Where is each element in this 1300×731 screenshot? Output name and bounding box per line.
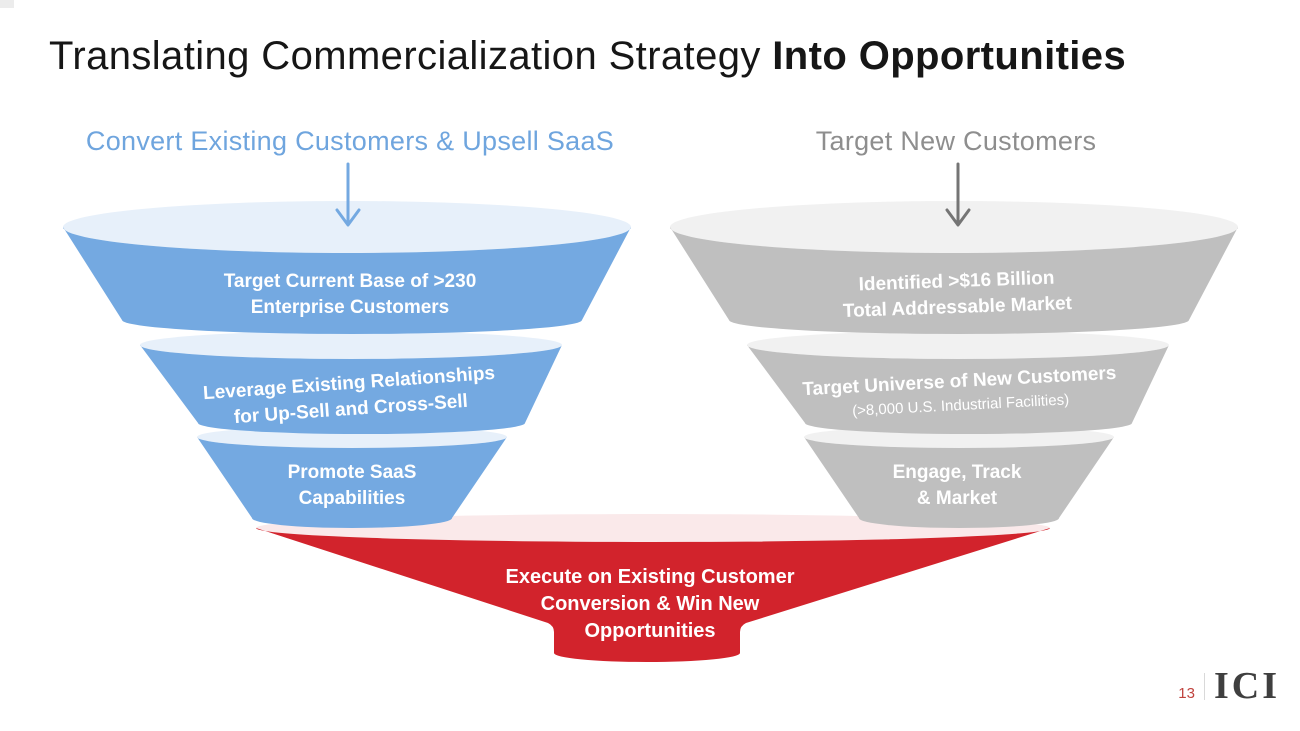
right-funnel-tier1-shape [670, 227, 1238, 334]
tier-label-line: Execute on Existing Customer [505, 566, 795, 588]
slide-title-regular: Translating Commercialization Strategy [49, 34, 773, 78]
company-logo: ICI [1213, 665, 1280, 707]
tier-label-line: Capabilities [298, 488, 406, 509]
left-down-arrow-icon [335, 162, 361, 227]
right-funnel-tier3-shape [804, 437, 1114, 528]
slide-title-bold: Into Opportunities [772, 34, 1127, 78]
left-funnel-tier3-label: Promote SaaS Capabilities [252, 460, 452, 512]
left-funnel-header: Convert Existing Customers & Upsell SaaS [85, 126, 615, 156]
bottom-funnel-top-ellipse [256, 514, 1050, 542]
left-funnel-tier2-ellipse [140, 331, 562, 359]
page-number: 13 [1178, 685, 1195, 702]
right-down-arrow-icon [945, 162, 971, 227]
right-funnel-tier2-shape [747, 345, 1169, 435]
right-funnel-tier1-ellipse [670, 201, 1238, 253]
tier-label-line: & Market [916, 488, 998, 509]
left-funnel-tier1-ellipse [63, 201, 631, 253]
slide-footer: 13 ICI [1178, 667, 1280, 705]
left-funnel-tier3-shape [197, 437, 507, 528]
slide-title: Translating Commercialization Strategy I… [49, 34, 1126, 79]
right-funnel-tier3-label: Engage, Track & Market [857, 460, 1057, 512]
left-funnel-tier1-shape [63, 227, 631, 334]
tier-label-line: Promote SaaS [287, 462, 417, 483]
tier-label-line: Opportunities [584, 620, 716, 642]
bottom-funnel-shape [256, 528, 1050, 662]
tier-label-line: Conversion & Win New [540, 593, 760, 615]
left-funnel-tier2-shape [140, 345, 562, 435]
bottom-funnel-label: Execute on Existing Customer Conversion … [450, 564, 850, 645]
tier-label-line: Enterprise Customers [250, 297, 450, 318]
footer-divider [1203, 672, 1205, 700]
right-funnel-header: Target New Customers [815, 126, 1097, 156]
right-funnel-tier2-ellipse [747, 331, 1169, 359]
left-funnel-tier1-label: Target Current Base of >230 Enterprise C… [160, 269, 540, 321]
tier-label-line: Engage, Track [892, 462, 1022, 483]
screen-artifact [0, 0, 14, 8]
tier-label-line: Target Current Base of >230 [223, 271, 477, 292]
